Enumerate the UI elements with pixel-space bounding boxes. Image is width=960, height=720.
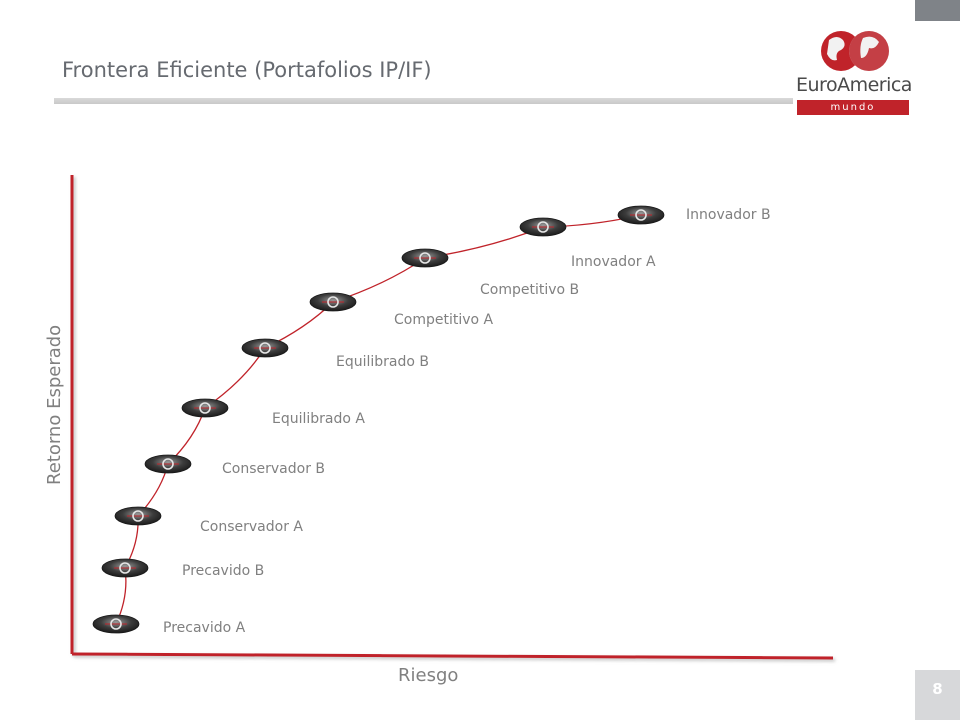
portfolio-label: Precavido A <box>163 620 246 636</box>
portfolio-marker <box>92 614 140 634</box>
logo-wordmark: EuroAmerica <box>796 74 912 96</box>
x-axis-title: Riesgo <box>398 665 458 686</box>
globe-logo-icon <box>821 31 889 71</box>
portfolio-marker <box>519 217 567 237</box>
portfolio-marker <box>241 338 289 358</box>
corner-block-bottom <box>915 670 960 720</box>
portfolio-label: Innovador B <box>686 207 771 223</box>
logo-tagline: mundo financiero <box>797 100 909 128</box>
y-axis-title: Retorno Esperado <box>44 325 65 485</box>
title-divider <box>54 98 915 104</box>
portfolio-marker <box>309 292 357 312</box>
portfolio-marker <box>114 506 162 526</box>
portfolio-label: Precavido B <box>182 563 264 579</box>
portfolio-label: Competitivo B <box>480 282 579 298</box>
portfolio-marker <box>617 205 665 225</box>
portfolio-label: Conservador A <box>200 519 303 535</box>
euroamerica-logo: EuroAmerica mundo financiero <box>793 26 915 128</box>
portfolio-marker <box>401 248 449 268</box>
corner-block-top <box>915 0 960 21</box>
portfolio-label: Conservador B <box>222 461 325 477</box>
portfolio-marker <box>181 398 229 418</box>
portfolio-label: Equilibrado B <box>336 354 429 370</box>
portfolio-label: Innovador A <box>571 254 656 270</box>
page-number: 8 <box>932 680 943 698</box>
portfolio-label: Competitivo A <box>394 312 494 328</box>
x-axis <box>71 652 834 660</box>
slide-title: Frontera Eficiente (Portafolios IP/IF) <box>62 58 432 82</box>
portfolio-marker <box>144 454 192 474</box>
portfolio-marker <box>101 558 149 578</box>
portfolio-label: Equilibrado A <box>272 411 365 427</box>
